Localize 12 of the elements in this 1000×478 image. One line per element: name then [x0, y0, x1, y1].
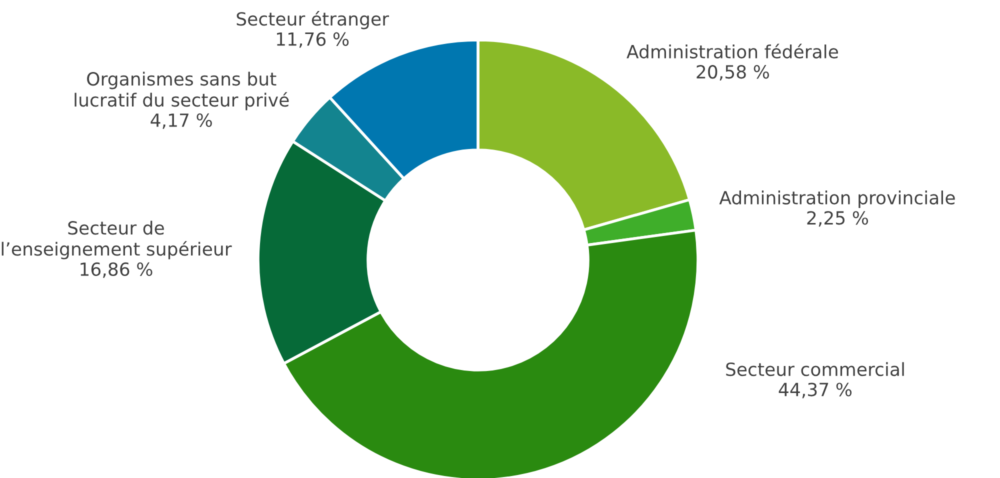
slice-label: Secteur étranger	[236, 11, 390, 30]
slice-label: Administration fédérale	[626, 44, 838, 58]
slice-label: Secteur de l’enseignement supérieur	[2, 220, 232, 260]
data-label: 20,58 %	[696, 65, 769, 81]
data-label: 44,37 %	[778, 382, 852, 398]
data-label: 2,25 %	[807, 211, 868, 227]
data-label: 4,17 %	[150, 113, 212, 129]
data-label: 16,86 %	[80, 262, 152, 278]
slice-label: Secteur commercial	[726, 362, 904, 376]
slice-label: Administration provinciale	[719, 190, 955, 208]
data-label: 11,76 %	[277, 32, 349, 48]
slice-label: Organismes sans but lucratif du secteur privé	[74, 72, 289, 110]
